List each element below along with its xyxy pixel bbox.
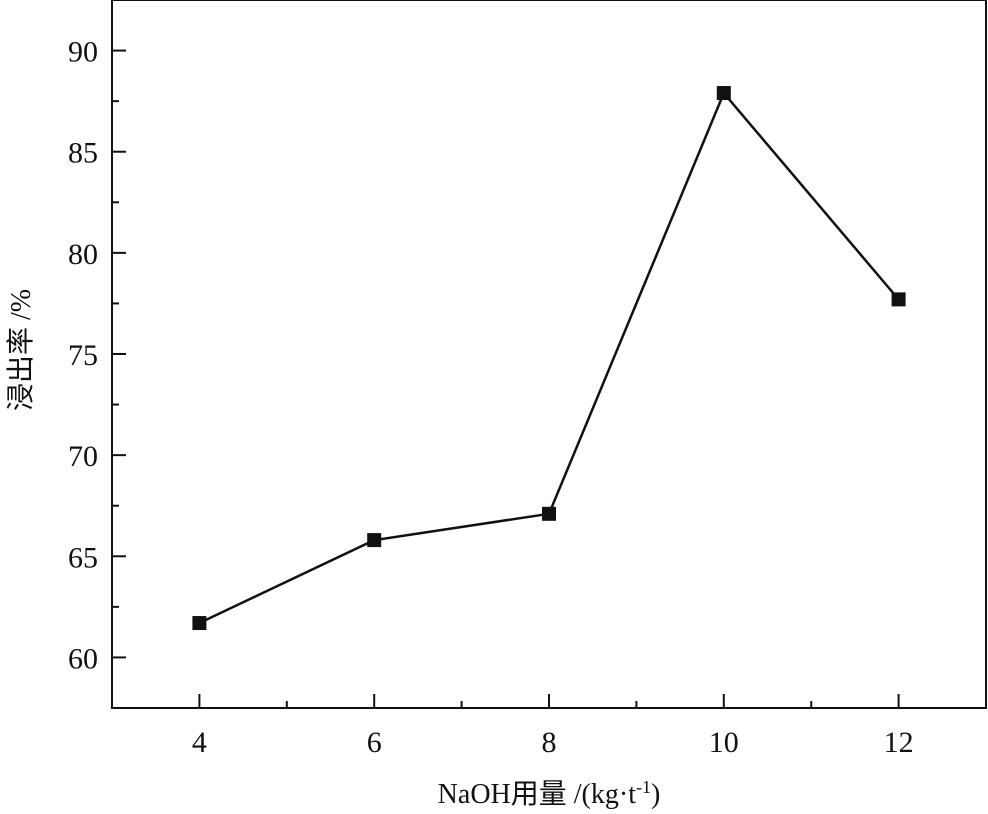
x-axis-title-superscript: -1 xyxy=(636,777,651,797)
x-tick-label: 6 xyxy=(367,726,382,759)
x-axis-title-close: ) xyxy=(651,779,660,810)
data-point-marker xyxy=(716,86,731,101)
y-axis-ticks: 60 65 70 75 80 85 90 xyxy=(68,36,126,675)
y-tick-label: 90 xyxy=(68,36,98,69)
data-point-marker xyxy=(542,506,556,521)
x-tick-label: 12 xyxy=(884,726,914,759)
y-tick-label: 60 xyxy=(68,642,98,675)
x-tick-label: 4 xyxy=(192,726,207,759)
y-tick-label: 85 xyxy=(68,137,98,170)
y-tick-label: 80 xyxy=(68,238,98,271)
x-tick-label: 10 xyxy=(709,726,739,759)
x-axis-ticks: 4 6 8 10 12 xyxy=(192,694,914,759)
x-axis-title-main: NaOH用量 /(kg·t xyxy=(438,779,637,810)
y-axis-title: 浸出率 /% xyxy=(5,289,37,411)
series-leaching-rate xyxy=(192,86,906,631)
x-tick-label: 8 xyxy=(542,726,557,759)
data-point-marker xyxy=(192,616,207,631)
y-tick-label: 65 xyxy=(68,541,98,574)
data-point-marker xyxy=(891,292,906,307)
series-line xyxy=(198,90,900,625)
data-point-marker xyxy=(367,533,382,548)
y-tick-label: 75 xyxy=(68,339,98,372)
x-axis-title: NaOH用量 /(kg·t-1) xyxy=(438,777,661,810)
y-tick-label: 70 xyxy=(68,440,98,473)
